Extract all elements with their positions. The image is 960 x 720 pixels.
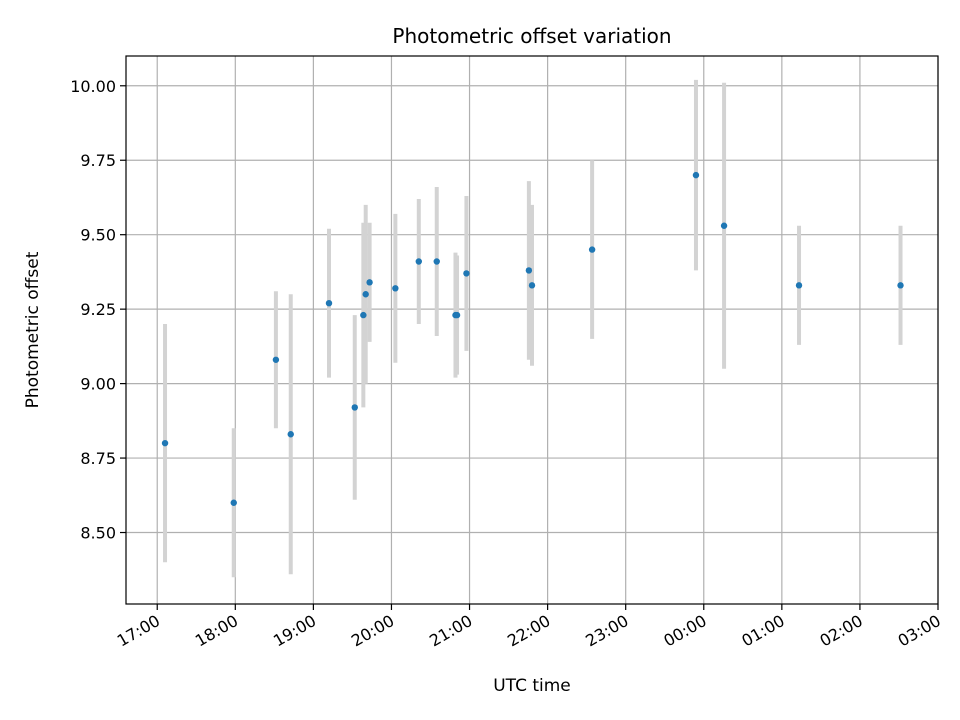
y-axis-ticks: 8.50 8.75 9.00 9.25 9.50 9.75 10.00 xyxy=(70,77,126,543)
y-tick-label: 10.00 xyxy=(70,77,116,96)
y-tick-label: 8.50 xyxy=(80,524,116,543)
data-point xyxy=(366,279,373,286)
data-point xyxy=(588,246,596,253)
data-points xyxy=(161,171,904,506)
data-point xyxy=(351,404,358,411)
x-tick-label: 18:00 xyxy=(192,611,241,651)
plot-frame xyxy=(125,55,939,605)
error-bars xyxy=(163,79,903,578)
y-tick-label: 8.75 xyxy=(80,449,116,468)
x-tick-label: 03:00 xyxy=(895,611,944,651)
y-tick-label: 9.00 xyxy=(80,375,116,394)
data-point xyxy=(360,311,367,319)
data-point xyxy=(272,356,280,363)
x-tick-label: 02:00 xyxy=(816,611,865,651)
data-point xyxy=(161,439,169,447)
data-point xyxy=(392,285,399,292)
chart-title: Photometric offset variation xyxy=(392,24,671,48)
x-tick-label: 01:00 xyxy=(738,611,787,651)
data-point xyxy=(362,291,369,298)
data-point xyxy=(795,282,803,289)
data-point xyxy=(525,267,533,274)
data-point xyxy=(287,431,294,438)
data-point xyxy=(415,258,422,265)
x-axis-ticks: 17:00 18:00 19:00 20:00 21:00 22:00 23:00 00:00… xyxy=(114,604,944,651)
x-tick-label: 23:00 xyxy=(582,611,631,651)
y-tick-label: 9.50 xyxy=(80,226,116,245)
y-tick-label: 9.25 xyxy=(80,300,116,319)
data-point xyxy=(720,222,728,229)
data-point xyxy=(897,282,904,289)
data-point xyxy=(230,499,237,506)
x-tick-label: 22:00 xyxy=(504,611,553,651)
data-point xyxy=(325,299,333,307)
x-tick-label: 21:00 xyxy=(426,611,475,651)
x-tick-label: 00:00 xyxy=(660,611,709,651)
data-point xyxy=(463,270,470,277)
y-tick-label: 9.75 xyxy=(80,151,116,170)
x-tick-label: 19:00 xyxy=(270,611,319,651)
x-axis-title: UTC time xyxy=(493,676,571,696)
data-point xyxy=(692,171,700,179)
data-point xyxy=(453,311,461,319)
y-axis-title: Photometric offset xyxy=(23,251,43,408)
x-tick-label: 17:00 xyxy=(114,611,163,651)
data-point xyxy=(528,282,536,289)
data-point xyxy=(433,258,440,265)
x-tick-label: 20:00 xyxy=(348,611,397,651)
